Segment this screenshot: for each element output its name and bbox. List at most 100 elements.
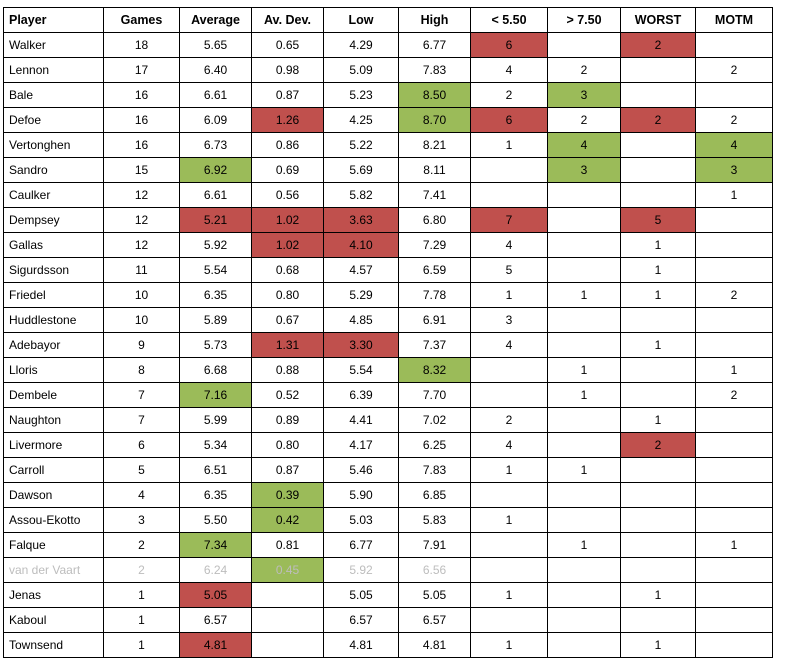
above-7-50-cell bbox=[547, 332, 621, 358]
column-header-low: Low bbox=[323, 7, 399, 33]
motm-cell: 1 bbox=[695, 532, 773, 558]
games-cell: 12 bbox=[103, 232, 180, 258]
below-5-50-cell bbox=[470, 607, 548, 633]
table-row: Dempsey 12 5.21 1.02 3.63 6.80 7 5 bbox=[3, 207, 773, 233]
av-dev-cell: 0.87 bbox=[251, 457, 324, 483]
average-cell: 6.73 bbox=[179, 132, 252, 158]
player-name-cell: Sigurdsson bbox=[3, 257, 104, 283]
average-cell: 5.34 bbox=[179, 432, 252, 458]
table-row: Vertonghen 16 6.73 0.86 5.22 8.21 1 4 4 bbox=[3, 132, 773, 158]
high-cell: 7.78 bbox=[398, 282, 471, 308]
motm-cell: 2 bbox=[695, 382, 773, 408]
av-dev-cell: 0.42 bbox=[251, 507, 324, 533]
player-name-cell: Sandro bbox=[3, 157, 104, 183]
av-dev-cell: 0.45 bbox=[251, 557, 324, 583]
worst-cell: 1 bbox=[620, 282, 696, 308]
av-dev-cell: 0.86 bbox=[251, 132, 324, 158]
low-cell: 4.29 bbox=[323, 32, 399, 58]
player-name-cell: Dembele bbox=[3, 382, 104, 408]
av-dev-cell: 0.39 bbox=[251, 482, 324, 508]
average-cell: 5.05 bbox=[179, 582, 252, 608]
average-cell: 6.35 bbox=[179, 482, 252, 508]
below-5-50-cell: 4 bbox=[470, 332, 548, 358]
worst-cell: 1 bbox=[620, 232, 696, 258]
column-header-below-5-50: < 5.50 bbox=[470, 7, 548, 33]
above-7-50-cell: 4 bbox=[547, 132, 621, 158]
av-dev-cell: 0.89 bbox=[251, 407, 324, 433]
motm-cell bbox=[695, 582, 773, 608]
av-dev-cell bbox=[251, 607, 324, 633]
player-name-cell: Dempsey bbox=[3, 207, 104, 233]
motm-cell bbox=[695, 332, 773, 358]
worst-cell: 2 bbox=[620, 32, 696, 58]
high-cell: 7.83 bbox=[398, 57, 471, 83]
av-dev-cell: 1.02 bbox=[251, 207, 324, 233]
games-cell: 9 bbox=[103, 332, 180, 358]
table-row: Sandro 15 6.92 0.69 5.69 8.11 3 3 bbox=[3, 157, 773, 183]
games-cell: 16 bbox=[103, 132, 180, 158]
below-5-50-cell bbox=[470, 557, 548, 583]
average-cell: 5.99 bbox=[179, 407, 252, 433]
above-7-50-cell: 3 bbox=[547, 82, 621, 108]
low-cell: 6.77 bbox=[323, 532, 399, 558]
average-cell: 5.65 bbox=[179, 32, 252, 58]
below-5-50-cell: 4 bbox=[470, 57, 548, 83]
player-name-cell: Huddlestone bbox=[3, 307, 104, 333]
worst-cell bbox=[620, 82, 696, 108]
low-cell: 5.69 bbox=[323, 157, 399, 183]
average-cell: 6.68 bbox=[179, 357, 252, 383]
column-header-high: High bbox=[398, 7, 471, 33]
av-dev-cell: 0.88 bbox=[251, 357, 324, 383]
above-7-50-cell bbox=[547, 207, 621, 233]
motm-cell bbox=[695, 482, 773, 508]
table-row: Lennon 17 6.40 0.98 5.09 7.83 4 2 2 bbox=[3, 57, 773, 83]
column-header-player: Player bbox=[3, 7, 104, 33]
below-5-50-cell bbox=[470, 157, 548, 183]
player-name-cell: Defoe bbox=[3, 107, 104, 133]
low-cell: 4.10 bbox=[323, 232, 399, 258]
above-7-50-cell bbox=[547, 557, 621, 583]
average-cell: 5.73 bbox=[179, 332, 252, 358]
worst-cell: 2 bbox=[620, 432, 696, 458]
above-7-50-cell bbox=[547, 607, 621, 633]
player-name-cell: Falque bbox=[3, 532, 104, 558]
worst-cell: 1 bbox=[620, 582, 696, 608]
above-7-50-cell: 1 bbox=[547, 282, 621, 308]
high-cell: 7.41 bbox=[398, 182, 471, 208]
average-cell: 4.81 bbox=[179, 632, 252, 658]
table-row: Bale 16 6.61 0.87 5.23 8.50 2 3 bbox=[3, 82, 773, 108]
high-cell: 8.70 bbox=[398, 107, 471, 133]
games-cell: 2 bbox=[103, 557, 180, 583]
motm-cell bbox=[695, 32, 773, 58]
average-cell: 5.21 bbox=[179, 207, 252, 233]
low-cell: 5.23 bbox=[323, 82, 399, 108]
above-7-50-cell bbox=[547, 482, 621, 508]
above-7-50-cell: 2 bbox=[547, 107, 621, 133]
table-row: Gallas 12 5.92 1.02 4.10 7.29 4 1 bbox=[3, 232, 773, 258]
table-row: Falque 2 7.34 0.81 6.77 7.91 1 1 bbox=[3, 532, 773, 558]
player-name-cell: Walker bbox=[3, 32, 104, 58]
high-cell: 8.11 bbox=[398, 157, 471, 183]
above-7-50-cell bbox=[547, 32, 621, 58]
motm-cell bbox=[695, 207, 773, 233]
average-cell: 6.61 bbox=[179, 82, 252, 108]
games-cell: 7 bbox=[103, 407, 180, 433]
high-cell: 6.56 bbox=[398, 557, 471, 583]
column-header-motm: MOTM bbox=[695, 7, 773, 33]
header-row: Player Games Average Av. Dev. Low High <… bbox=[3, 7, 773, 33]
player-name-cell: Assou-Ekotto bbox=[3, 507, 104, 533]
games-cell: 5 bbox=[103, 457, 180, 483]
below-5-50-cell bbox=[470, 357, 548, 383]
high-cell: 6.25 bbox=[398, 432, 471, 458]
below-5-50-cell: 1 bbox=[470, 282, 548, 308]
above-7-50-cell bbox=[547, 582, 621, 608]
low-cell: 5.05 bbox=[323, 582, 399, 608]
motm-cell: 1 bbox=[695, 182, 773, 208]
motm-cell bbox=[695, 557, 773, 583]
table-row: Townsend 1 4.81 4.81 4.81 1 1 bbox=[3, 632, 773, 658]
above-7-50-cell: 2 bbox=[547, 57, 621, 83]
av-dev-cell: 0.65 bbox=[251, 32, 324, 58]
worst-cell: 5 bbox=[620, 207, 696, 233]
below-5-50-cell: 6 bbox=[470, 107, 548, 133]
average-cell: 6.24 bbox=[179, 557, 252, 583]
